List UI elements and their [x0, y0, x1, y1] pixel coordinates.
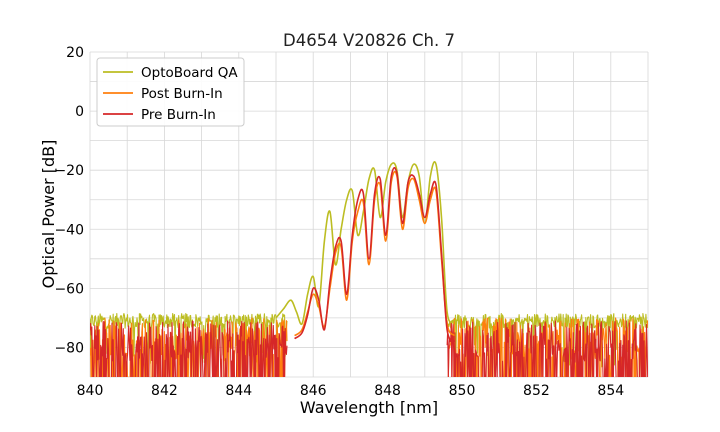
x-tick-label: 854 — [597, 383, 624, 399]
x-tick-label: 842 — [151, 383, 178, 399]
x-tick-label: 850 — [449, 383, 476, 399]
y-tick-label: −20 — [54, 163, 84, 179]
noise-traces — [90, 312, 648, 377]
legend-box — [96, 57, 245, 127]
y-tick-label: 0 — [75, 104, 84, 120]
x-tick-label: 840 — [77, 383, 104, 399]
ticks: 840 842 844 846 848 850 852 854 −80 −60 −40 −20 0 20 — [54, 45, 624, 399]
y-tick-label: −40 — [54, 222, 84, 238]
legend-label: OptoBoard QA — [141, 65, 238, 81]
chart-title: D4654 V20826 Ch. 7 — [283, 31, 455, 50]
legend-label: Pre Burn-In — [141, 107, 216, 123]
series-lines — [275, 161, 456, 343]
y-tick-label: 20 — [66, 45, 84, 61]
x-tick-label: 846 — [300, 383, 327, 399]
y-tick-label: −60 — [54, 281, 84, 297]
legend: OptoBoard QA Post Burn-In Pre Burn-In — [96, 57, 245, 127]
x-tick-label: 852 — [523, 383, 550, 399]
legend-label: Post Burn-In — [141, 86, 223, 102]
y-axis-title: Optical Power [dB] — [39, 140, 58, 289]
x-axis-title: Wavelength [nm] — [300, 398, 438, 417]
series-noise-2 — [90, 320, 648, 377]
x-tick-label: 848 — [374, 383, 401, 399]
y-tick-label: −80 — [54, 340, 84, 356]
series-line-2 — [294, 167, 456, 343]
x-tick-label: 844 — [225, 383, 252, 399]
